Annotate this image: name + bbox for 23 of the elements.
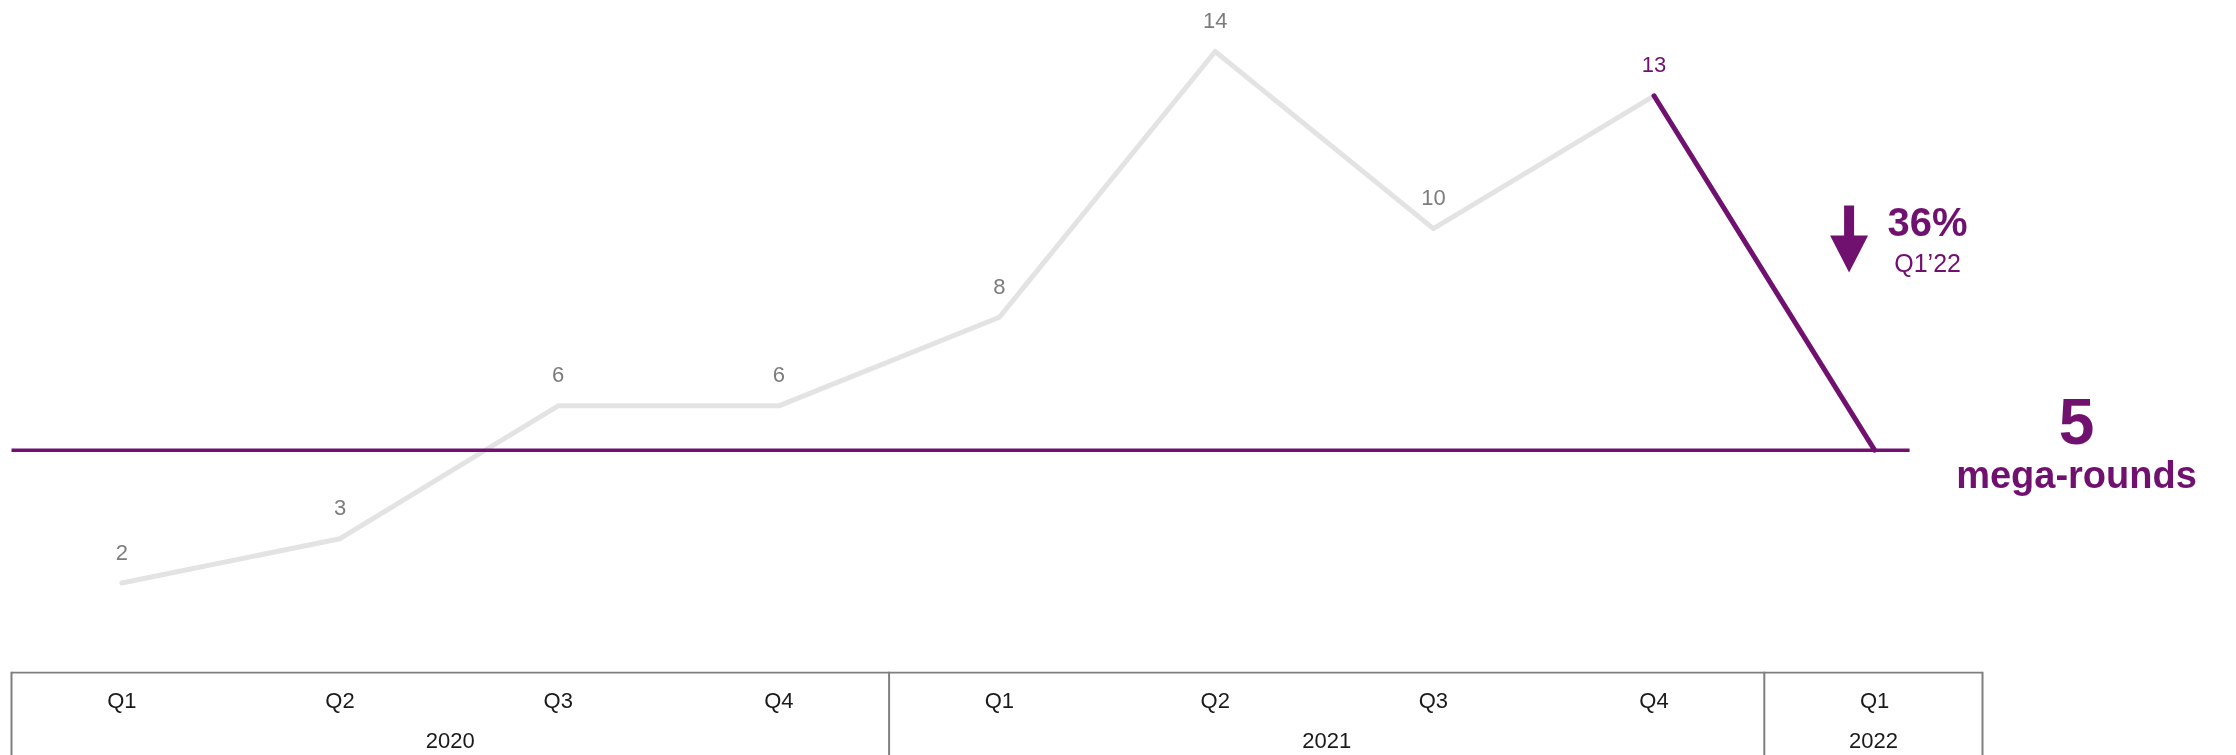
text: 2020	[425, 728, 475, 753]
data-label: 3	[333, 495, 347, 521]
data-label: 14	[1202, 8, 1228, 33]
ref-line-label: 5 mega-rounds	[1956, 385, 2197, 497]
data-label: 2	[115, 539, 128, 565]
x-tick-label: Q2	[325, 688, 355, 713]
annotation: Q1’22	[1894, 248, 1961, 277]
data-label: 6	[772, 362, 785, 388]
data-label: 6	[552, 362, 565, 388]
data-label: 10	[1421, 185, 1446, 211]
text: 2022	[1848, 728, 1898, 753]
x-tick-label: Q1	[1859, 688, 1890, 713]
text: 2021	[1302, 728, 1352, 753]
x-tick-label: Q3	[1418, 688, 1449, 713]
x-tick-label: Q1	[984, 688, 1015, 713]
x-tick-label: Q4	[1639, 688, 1669, 713]
x-tick-label: Q3	[543, 688, 573, 713]
data-label: 8	[993, 273, 1006, 299]
x-tick-label: Q1	[107, 688, 137, 713]
x-tick-label: Q2	[1200, 688, 1230, 713]
data-label: 13	[1641, 52, 1667, 78]
x-tick-label: Q4	[764, 688, 794, 713]
annotation: 36%	[1887, 199, 1968, 244]
